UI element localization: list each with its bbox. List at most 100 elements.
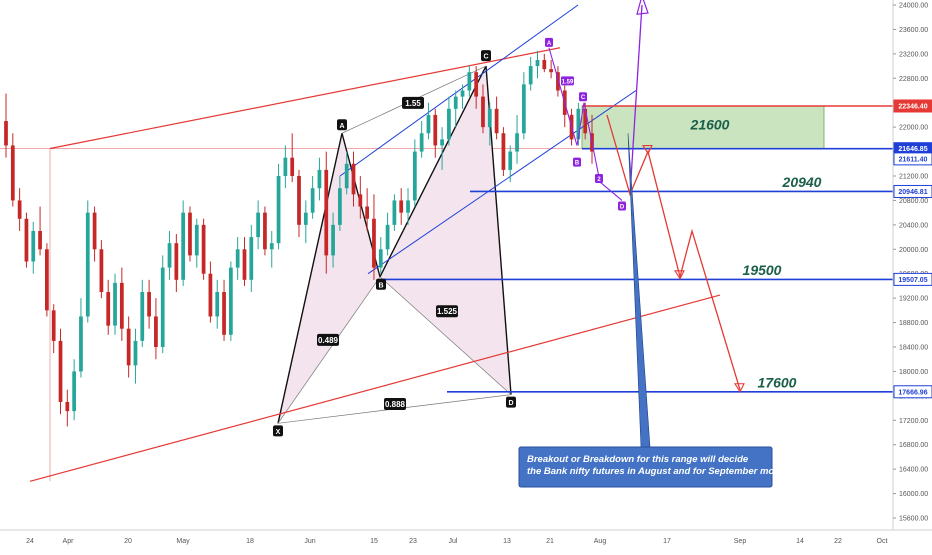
candle-body <box>406 200 410 213</box>
candle-body <box>467 72 472 91</box>
candle-body <box>256 212 260 238</box>
x-tick-label: Aug <box>594 538 607 545</box>
candle-body <box>412 151 417 201</box>
candle <box>154 298 158 360</box>
blue-channel-upper <box>339 4 579 177</box>
level-label: 21600 <box>690 117 730 133</box>
y-tick-label: 24000.00 <box>899 3 928 10</box>
candle-body <box>208 273 213 317</box>
candle-body <box>528 66 533 85</box>
mini-point-badge <box>545 37 553 47</box>
candle-body <box>263 212 267 250</box>
bullish-projection <box>629 4 643 195</box>
candle-body <box>331 224 335 256</box>
candle <box>38 206 42 256</box>
candle-body <box>24 218 29 262</box>
price-tag: 20946.81 <box>893 184 932 198</box>
candle-body <box>535 59 540 67</box>
candle <box>228 261 233 341</box>
x-tick-label: 18 <box>246 538 254 545</box>
price-tag-label: 19507.05 <box>898 277 927 284</box>
candle <box>31 221 36 274</box>
candle-body <box>515 133 519 152</box>
mini-point-label: C <box>581 95 586 101</box>
candle-body <box>154 316 158 347</box>
candle-body <box>181 212 186 280</box>
candle-body <box>249 237 254 280</box>
price-tag-label: 21611.40 <box>899 156 928 163</box>
y-tick-label: 16400.00 <box>899 467 928 474</box>
candle <box>433 108 438 158</box>
candle <box>310 176 315 219</box>
ratio-label: 0.888 <box>385 400 406 409</box>
x-tick-label: Jul <box>449 538 458 545</box>
pattern-xab-fill <box>278 133 380 424</box>
red-channel-upper <box>49 47 561 150</box>
candle-body <box>113 282 117 326</box>
candle-body <box>358 194 363 207</box>
candle <box>235 237 240 280</box>
ratio-label: 1.55 <box>405 99 421 108</box>
candle <box>358 176 363 219</box>
pattern-point-label: C <box>483 54 488 61</box>
x-tick-label: Oct <box>877 538 888 545</box>
pattern-bcd-fill <box>380 66 511 395</box>
candle-body <box>4 121 8 146</box>
candle-body <box>324 169 329 256</box>
candle-body <box>126 328 131 366</box>
candle <box>303 200 308 244</box>
projection-arrowhead <box>642 145 653 155</box>
candle <box>344 151 349 195</box>
candle <box>256 200 260 250</box>
price-tag-label: 17666.96 <box>898 389 927 396</box>
candle-body <box>45 249 49 311</box>
bullish-arrowhead <box>636 0 649 15</box>
candle <box>106 279 111 335</box>
candle-body <box>378 249 383 268</box>
pattern-point-label: B <box>378 282 383 289</box>
candle <box>467 66 472 97</box>
candle-body <box>576 108 581 140</box>
y-tick-label: 17200.00 <box>899 418 928 425</box>
x-tick-label: 15 <box>370 538 378 545</box>
y-tick-label: 16000.00 <box>899 491 928 498</box>
candle-body <box>106 292 111 326</box>
candle-body <box>433 114 438 146</box>
candle-body <box>556 72 560 91</box>
y-tick-label: 21200.00 <box>899 174 928 181</box>
projection-arrowhead <box>674 270 685 280</box>
candle <box>365 188 370 231</box>
candle <box>188 206 192 262</box>
x-axis[interactable]: 24 Apr 20 May 18 Jun 15 23 Jul 13 21 Aug 17 Sep 14 22 Oc… <box>0 529 932 545</box>
candle-body <box>58 340 63 402</box>
candle-body <box>242 249 247 280</box>
candle-body <box>419 133 424 152</box>
candle <box>269 230 274 268</box>
candle <box>17 188 22 231</box>
candle-body <box>521 84 526 134</box>
candle <box>324 151 329 274</box>
candle <box>215 279 220 329</box>
price-tag-label: 21646.85 <box>898 146 927 153</box>
candle-body <box>10 145 15 201</box>
price-tag: 19507.05 <box>893 272 932 286</box>
candle <box>399 188 404 225</box>
candle <box>440 127 444 170</box>
y-tick-label: 15600.00 <box>899 516 928 523</box>
candle-body <box>194 224 199 256</box>
labels-layer: 21600 20940 19500 17600 X A B C D 1.55 0.489 1.525 0… <box>273 37 822 437</box>
candle <box>372 194 376 280</box>
candle <box>174 234 179 293</box>
price-tag-box <box>893 272 932 286</box>
projection-arrowhead <box>734 383 745 393</box>
candle <box>501 127 506 176</box>
y-tick-label: 18800.00 <box>899 320 928 327</box>
pattern-point-badge <box>273 425 283 437</box>
candle-body <box>133 340 138 366</box>
annotation-layer: Breakout or Breakdown for this range wil… <box>518 446 789 488</box>
price-tag-label: 22346.40 <box>898 103 927 110</box>
candle <box>4 93 8 158</box>
y-axis[interactable]: 24000.0023600.0023200.0022800.0022400.00… <box>892 0 932 530</box>
